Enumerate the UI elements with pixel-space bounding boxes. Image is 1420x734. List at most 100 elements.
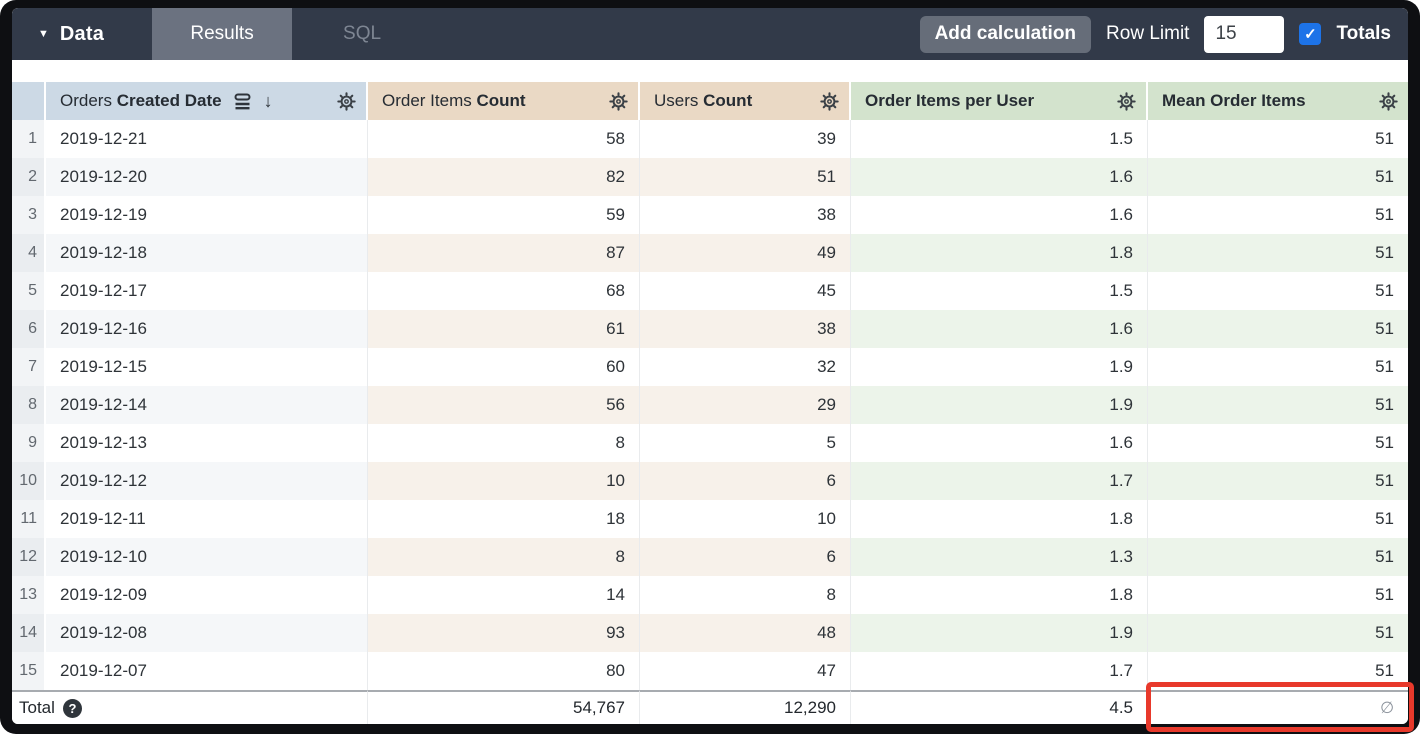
tab-results[interactable]: Results: [152, 8, 293, 60]
row-limit-input[interactable]: [1204, 15, 1285, 53]
cell-mean-order-items[interactable]: 51: [1148, 614, 1408, 652]
cell-order-items-per-user[interactable]: 1.8: [851, 234, 1148, 272]
cell-order-items-count[interactable]: 93: [368, 614, 640, 652]
cell-order-items-count[interactable]: 58: [368, 120, 640, 158]
cell-mean-order-items[interactable]: 51: [1148, 310, 1408, 348]
cell-users-count[interactable]: 29: [640, 386, 851, 424]
cell-mean-order-items[interactable]: 51: [1148, 348, 1408, 386]
cell-mean-order-items[interactable]: 51: [1148, 158, 1408, 196]
cell-users-count[interactable]: 47: [640, 652, 851, 690]
row-number: 1: [12, 120, 46, 158]
cell-order-items-count[interactable]: 8: [368, 424, 640, 462]
cell-users-count[interactable]: 10: [640, 500, 851, 538]
cell-orders-created-date[interactable]: 2019-12-19: [46, 196, 368, 234]
cell-order-items-count[interactable]: 14: [368, 576, 640, 614]
cell-users-count[interactable]: 6: [640, 538, 851, 576]
cell-order-items-per-user[interactable]: 1.9: [851, 614, 1148, 652]
column-header-order-items-count[interactable]: Order Items Count: [368, 82, 640, 120]
cell-users-count[interactable]: 38: [640, 310, 851, 348]
cell-order-items-count[interactable]: 68: [368, 272, 640, 310]
cell-orders-created-date[interactable]: 2019-12-18: [46, 234, 368, 272]
column-header-mean-order-items[interactable]: Mean Order Items: [1148, 82, 1408, 120]
column-label: Mean Order Items: [1162, 91, 1306, 110]
cell-order-items-count[interactable]: 80: [368, 652, 640, 690]
cell-orders-created-date[interactable]: 2019-12-14: [46, 386, 368, 424]
cell-order-items-count[interactable]: 60: [368, 348, 640, 386]
cell-users-count[interactable]: 5: [640, 424, 851, 462]
cell-mean-order-items[interactable]: 51: [1148, 196, 1408, 234]
cell-mean-order-items[interactable]: 51: [1148, 424, 1408, 462]
cell-orders-created-date[interactable]: 2019-12-11: [46, 500, 368, 538]
cell-order-items-per-user[interactable]: 1.9: [851, 348, 1148, 386]
cell-users-count[interactable]: 38: [640, 196, 851, 234]
cell-order-items-per-user[interactable]: 1.7: [851, 652, 1148, 690]
cell-order-items-per-user[interactable]: 1.8: [851, 500, 1148, 538]
cell-users-count[interactable]: 8: [640, 576, 851, 614]
cell-orders-created-date[interactable]: 2019-12-07: [46, 652, 368, 690]
cell-orders-created-date[interactable]: 2019-12-20: [46, 158, 368, 196]
table-row: 7 2019-12-15 60 32 1.9 51: [12, 348, 1408, 386]
help-icon[interactable]: ?: [62, 698, 82, 718]
cell-order-items-count[interactable]: 87: [368, 234, 640, 272]
cell-users-count[interactable]: 6: [640, 462, 851, 500]
cell-mean-order-items[interactable]: 51: [1148, 386, 1408, 424]
cell-mean-order-items[interactable]: 51: [1148, 500, 1408, 538]
cell-orders-created-date[interactable]: 2019-12-15: [46, 348, 368, 386]
cell-orders-created-date[interactable]: 2019-12-08: [46, 614, 368, 652]
cell-order-items-count[interactable]: 8: [368, 538, 640, 576]
cell-order-items-count[interactable]: 61: [368, 310, 640, 348]
cell-order-items-count[interactable]: 18: [368, 500, 640, 538]
cell-mean-order-items[interactable]: 51: [1148, 272, 1408, 310]
cell-orders-created-date[interactable]: 2019-12-13: [46, 424, 368, 462]
cell-users-count[interactable]: 39: [640, 120, 851, 158]
table-row: 15 2019-12-07 80 47 1.7 51: [12, 652, 1408, 690]
cell-orders-created-date[interactable]: 2019-12-16: [46, 310, 368, 348]
cell-users-count[interactable]: 45: [640, 272, 851, 310]
data-section-toggle[interactable]: ▼ Data: [12, 8, 152, 60]
cell-orders-created-date[interactable]: 2019-12-21: [46, 120, 368, 158]
cell-mean-order-items[interactable]: 51: [1148, 576, 1408, 614]
cell-order-items-per-user[interactable]: 1.5: [851, 272, 1148, 310]
cell-order-items-per-user[interactable]: 1.6: [851, 424, 1148, 462]
cell-order-items-count[interactable]: 56: [368, 386, 640, 424]
column-header-orders-created-date[interactable]: Orders Created Date ↓: [46, 82, 368, 120]
cell-order-items-per-user[interactable]: 1.6: [851, 196, 1148, 234]
cell-users-count[interactable]: 51: [640, 158, 851, 196]
cell-order-items-count[interactable]: 82: [368, 158, 640, 196]
cell-order-items-per-user[interactable]: 1.3: [851, 538, 1148, 576]
column-header-users-count[interactable]: Users Count: [640, 82, 851, 120]
cell-orders-created-date[interactable]: 2019-12-09: [46, 576, 368, 614]
cell-order-items-per-user[interactable]: 1.6: [851, 310, 1148, 348]
cell-mean-order-items[interactable]: 51: [1148, 652, 1408, 690]
header-row: Orders Created Date ↓: [12, 82, 1408, 120]
cell-mean-order-items[interactable]: 51: [1148, 462, 1408, 500]
cell-order-items-per-user[interactable]: 1.9: [851, 386, 1148, 424]
add-calculation-button[interactable]: Add calculation: [919, 15, 1092, 53]
cell-order-items-per-user[interactable]: 1.6: [851, 158, 1148, 196]
cell-order-items-per-user[interactable]: 1.8: [851, 576, 1148, 614]
column-gear-icon[interactable]: [337, 91, 356, 111]
totals-checkbox[interactable]: ✓: [1299, 23, 1322, 45]
cell-users-count[interactable]: 49: [640, 234, 851, 272]
table-row: 1 2019-12-21 58 39 1.5 51: [12, 120, 1408, 158]
tab-sql[interactable]: SQL: [343, 23, 382, 44]
cell-orders-created-date[interactable]: 2019-12-17: [46, 272, 368, 310]
column-gear-icon[interactable]: [820, 91, 839, 111]
cell-order-items-count[interactable]: 59: [368, 196, 640, 234]
column-gear-icon[interactable]: [1117, 91, 1136, 111]
cell-order-items-count[interactable]: 10: [368, 462, 640, 500]
cell-order-items-per-user[interactable]: 1.7: [851, 462, 1148, 500]
column-gear-icon[interactable]: [609, 91, 628, 111]
cell-users-count[interactable]: 48: [640, 614, 851, 652]
cell-orders-created-date[interactable]: 2019-12-12: [46, 462, 368, 500]
cell-mean-order-items[interactable]: 51: [1148, 120, 1408, 158]
column-header-order-items-per-user[interactable]: Order Items per User: [851, 82, 1148, 120]
cell-mean-order-items[interactable]: 51: [1148, 538, 1408, 576]
cell-order-items-per-user[interactable]: 1.5: [851, 120, 1148, 158]
row-number: 2: [12, 158, 46, 196]
cell-orders-created-date[interactable]: 2019-12-10: [46, 538, 368, 576]
cell-mean-order-items[interactable]: 51: [1148, 234, 1408, 272]
cell-users-count[interactable]: 32: [640, 348, 851, 386]
column-gear-icon[interactable]: [1379, 91, 1398, 111]
